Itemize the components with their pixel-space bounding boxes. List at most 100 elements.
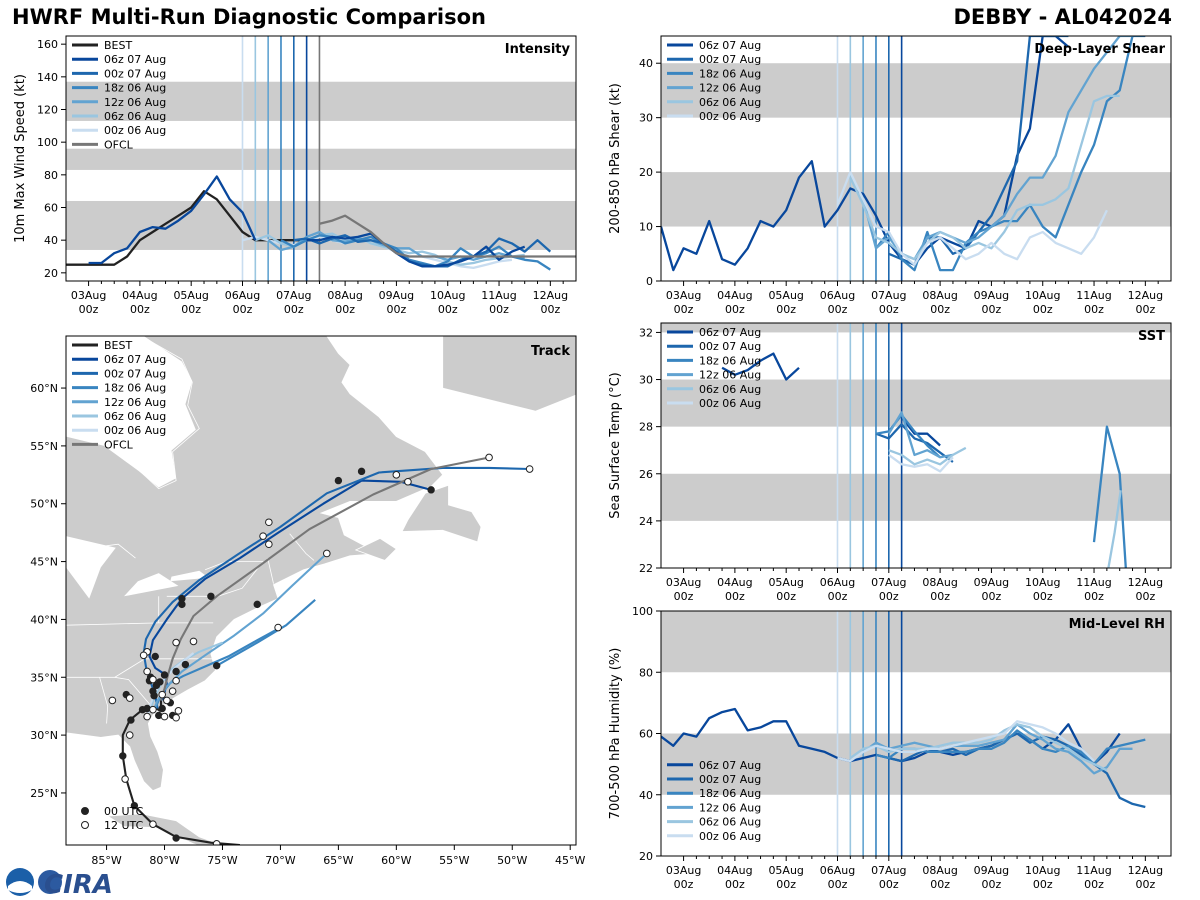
figure-title: HWRF Multi-Run Diagnostic Comparison — [12, 5, 487, 29]
x-tick-label: 11Aug — [481, 289, 516, 302]
y-tick-label: 30°N — [30, 729, 58, 742]
series-line — [280, 234, 551, 271]
x-tick-label: 00z — [130, 303, 150, 316]
x-tick-label: 04Aug — [717, 864, 752, 877]
x-tick-label: 00z — [828, 878, 848, 891]
x-tick-label: 00z — [879, 878, 899, 891]
series-line — [875, 413, 941, 459]
x-tick-label: 00z — [1135, 878, 1155, 891]
y-tick-label: 20 — [639, 166, 653, 179]
marker-00utc — [172, 834, 180, 842]
x-tick-label: 00z — [387, 303, 407, 316]
y-tick-label: 40 — [639, 57, 653, 70]
legend-label: 18z 06 Aug — [699, 354, 761, 367]
x-tick-label: 06Aug — [820, 576, 855, 589]
legend-label: 12z 06 Aug — [699, 801, 761, 814]
legend-label: 12z 06 Aug — [104, 396, 166, 409]
series-line — [900, 416, 941, 447]
marker-00utc — [150, 692, 158, 700]
x-tick-label: 08Aug — [922, 864, 957, 877]
y-tick-label: 40 — [44, 234, 58, 247]
x-tick-label: 03Aug — [666, 864, 701, 877]
marker-00utc — [152, 681, 161, 690]
x-tick-label: 00z — [930, 878, 950, 891]
marker-12utc — [189, 637, 198, 646]
x-tick-label: 00z — [776, 878, 796, 891]
x-tick-label: 09Aug — [974, 289, 1009, 302]
x-tick-label: 11Aug — [1076, 289, 1111, 302]
x-tick-label: 50°W — [497, 854, 527, 867]
y-axis-label: 200-850 hPa Shear (kt) — [608, 83, 623, 234]
map-area — [66, 336, 576, 845]
y-tick-label: 20 — [639, 850, 653, 863]
y-tick-label: 100 — [37, 136, 58, 149]
marker-00utc — [178, 600, 186, 609]
y-tick-label: 60°N — [30, 382, 58, 395]
y-tick-label: 24 — [639, 515, 653, 528]
marker-12utc — [108, 696, 117, 705]
legend-label: 00z 06 Aug — [699, 397, 761, 410]
x-tick-label: 04Aug — [122, 289, 157, 302]
chart-plot-area — [66, 36, 576, 281]
x-tick-label: 10Aug — [1025, 864, 1060, 877]
legend-label: 00z 07 Aug — [104, 367, 166, 380]
cira-logo: CIRA — [6, 868, 113, 898]
y-tick-label: 60 — [44, 202, 58, 215]
legend-marker — [81, 807, 89, 815]
noaa-wave-icon — [8, 881, 32, 893]
legend-label: BEST — [104, 339, 132, 352]
x-tick-label: 00z — [1135, 303, 1155, 316]
water-polygon — [66, 536, 116, 599]
x-tick-label: 10Aug — [430, 289, 465, 302]
x-tick-label: 07Aug — [871, 864, 906, 877]
marker-12utc — [265, 518, 273, 527]
x-tick-label: 00z — [1084, 878, 1104, 891]
x-tick-label: 00z — [930, 303, 950, 316]
y-tick-label: 10 — [639, 221, 653, 234]
x-tick-label: 45°W — [555, 854, 585, 867]
x-tick-label: 00z — [79, 303, 99, 316]
x-tick-label: 65°W — [323, 854, 353, 867]
land-polygon — [354, 537, 397, 561]
land-polygon — [106, 813, 224, 845]
threshold-band — [66, 81, 576, 121]
marker-00utc — [151, 652, 159, 661]
x-tick-label: 10Aug — [1025, 576, 1060, 589]
legend-label: 06z 06 Aug — [699, 383, 761, 396]
land-polygon — [401, 484, 482, 543]
legend-label: 00z 07 Aug — [699, 53, 761, 66]
track-line — [121, 700, 240, 845]
marker-00utc — [334, 476, 343, 485]
legend-label: BEST — [104, 39, 132, 52]
legend-label: 06z 07 Aug — [104, 53, 166, 66]
legend-label: 18z 06 Aug — [104, 82, 166, 95]
track-line — [216, 599, 316, 667]
x-tick-label: 07Aug — [871, 289, 906, 302]
x-tick-label: 80°W — [149, 854, 179, 867]
x-tick-label: 00z — [540, 303, 560, 316]
plot-frame — [660, 35, 1172, 282]
y-tick-label: 120 — [37, 104, 58, 117]
legend-label: 12 UTC — [104, 819, 144, 832]
border-line — [99, 677, 109, 724]
series-line — [862, 723, 1133, 775]
x-tick-label: 07Aug — [276, 289, 311, 302]
marker-12utc — [485, 453, 493, 462]
marker-12utc — [212, 840, 221, 845]
x-tick-label: 00z — [674, 303, 694, 316]
x-tick-label: 12Aug — [533, 289, 568, 302]
globe-icon — [38, 870, 62, 894]
border-line — [267, 558, 274, 584]
y-tick-label: 35°N — [30, 671, 58, 684]
x-tick-label: 08Aug — [922, 289, 957, 302]
x-tick-label: 06Aug — [820, 289, 855, 302]
x-tick-label: 09Aug — [974, 576, 1009, 589]
x-tick-label: 00z — [674, 590, 694, 603]
x-tick-label: 00z — [1135, 590, 1155, 603]
x-tick-label: 00z — [233, 303, 253, 316]
series-line — [849, 94, 1120, 261]
marker-12utc — [125, 731, 134, 739]
marker-12utc — [143, 712, 151, 721]
marker-00utc — [158, 704, 166, 713]
